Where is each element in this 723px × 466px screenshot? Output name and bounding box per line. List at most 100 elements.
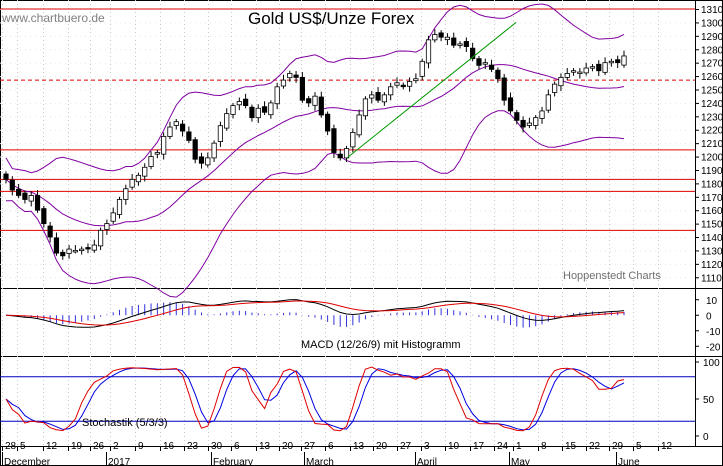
candle-up-body: [564, 73, 570, 78]
bollinger-lower: [6, 110, 625, 298]
candle: [274, 82, 280, 110]
candle-up-body: [66, 248, 72, 254]
source-url: www.chartbuero.de: [1, 11, 105, 25]
x-tick-label: 16: [163, 441, 175, 452]
candle: [116, 196, 123, 219]
candle-up-body: [533, 117, 539, 126]
y-tick-label: 1290: [701, 32, 723, 43]
y-tick-label: 1250: [701, 85, 723, 96]
candle: [369, 90, 375, 104]
candle-down-body: [47, 225, 53, 238]
candle: [91, 239, 97, 253]
x-tick-label: 15: [565, 441, 577, 452]
candle: [230, 102, 236, 119]
candle: [482, 58, 488, 70]
watermark: Hoppenstedt Charts: [563, 270, 661, 282]
macd-y-label: 0: [706, 311, 712, 322]
x-tick-label: 5: [20, 441, 26, 452]
candle: [148, 151, 154, 170]
candle: [79, 246, 85, 255]
candle-up-body: [255, 107, 261, 119]
x-tick-label: 6: [234, 441, 240, 452]
candle: [217, 121, 224, 147]
candle: [602, 57, 608, 76]
candle: [261, 101, 268, 115]
y-tick-label: 1140: [701, 233, 723, 244]
candle: [615, 55, 621, 69]
candle-down-body: [60, 251, 66, 257]
macd-y-label: 10: [706, 296, 718, 307]
candle: [47, 222, 53, 243]
candle-up-body: [369, 94, 375, 99]
candle: [22, 190, 28, 204]
candle-up-body: [362, 98, 369, 117]
stochastik-title: Stochastik (5/3/3): [82, 417, 168, 429]
candle-up-body: [79, 248, 85, 252]
stoch-y-label: 50: [703, 395, 715, 406]
candlesticks: [3, 29, 627, 260]
candle-down-body: [249, 106, 255, 119]
candle: [3, 171, 9, 184]
candle: [501, 73, 507, 106]
candle-down-body: [9, 179, 15, 191]
candle-up-body: [167, 126, 173, 137]
candle-up-body: [154, 152, 160, 155]
candle: [621, 50, 627, 68]
candle-up-body: [419, 60, 425, 77]
candle-up-body: [526, 122, 533, 126]
candle-down-body: [337, 153, 343, 159]
candle: [577, 68, 583, 79]
candle-up-body: [343, 148, 350, 159]
candle: [419, 58, 425, 81]
candle: [451, 32, 457, 48]
candle: [299, 72, 305, 103]
x-tick-label: 3: [424, 441, 430, 452]
candle-up-body: [91, 244, 97, 251]
x-tick-label: 27: [304, 441, 316, 452]
candle-down-body: [261, 106, 268, 113]
candle: [476, 55, 482, 70]
candle: [312, 92, 318, 111]
bollinger-middle: [5, 64, 625, 227]
candle-down-body: [179, 123, 186, 132]
candle: [608, 58, 614, 67]
candle-down-body: [495, 69, 501, 80]
month-label: April: [417, 457, 437, 466]
candle: [526, 117, 533, 129]
x-tick-label: 20: [282, 441, 294, 452]
x-tick-label: 29: [612, 441, 624, 452]
candle-up-body: [28, 195, 34, 202]
candle: [236, 97, 242, 111]
candle: [142, 163, 148, 182]
candle: [488, 59, 495, 73]
y-tick-label: 1200: [701, 153, 723, 164]
candle: [306, 95, 312, 107]
candle-down-body: [470, 47, 476, 60]
bollinger-bands: [5, 3, 625, 298]
candle: [463, 37, 469, 52]
candle: [337, 148, 343, 161]
candle-down-body: [488, 64, 495, 70]
macd-y-label: -10: [706, 327, 721, 338]
x-tick-label: 6: [328, 441, 334, 452]
candle: [350, 128, 356, 153]
month-label: May: [511, 457, 530, 466]
x-tick-label: 8: [541, 441, 547, 452]
y-tick-label: 1170: [701, 193, 723, 204]
candle: [186, 126, 192, 144]
macd-y-label: -20: [706, 342, 721, 353]
candle-up-body: [482, 62, 488, 65]
candle-up-body: [589, 66, 596, 69]
candle: [173, 119, 179, 130]
candle-down-body: [438, 32, 444, 38]
candle: [388, 82, 394, 101]
candle-up-body: [583, 67, 589, 74]
candle: [589, 64, 596, 72]
candle-up-body: [356, 114, 362, 136]
candle-up-body: [236, 101, 242, 106]
candle-down-body: [22, 192, 28, 200]
x-tick-label: 24: [497, 441, 509, 452]
candle-down-body: [186, 131, 192, 141]
candle-down-body: [53, 237, 60, 254]
candle-up-body: [123, 188, 129, 200]
